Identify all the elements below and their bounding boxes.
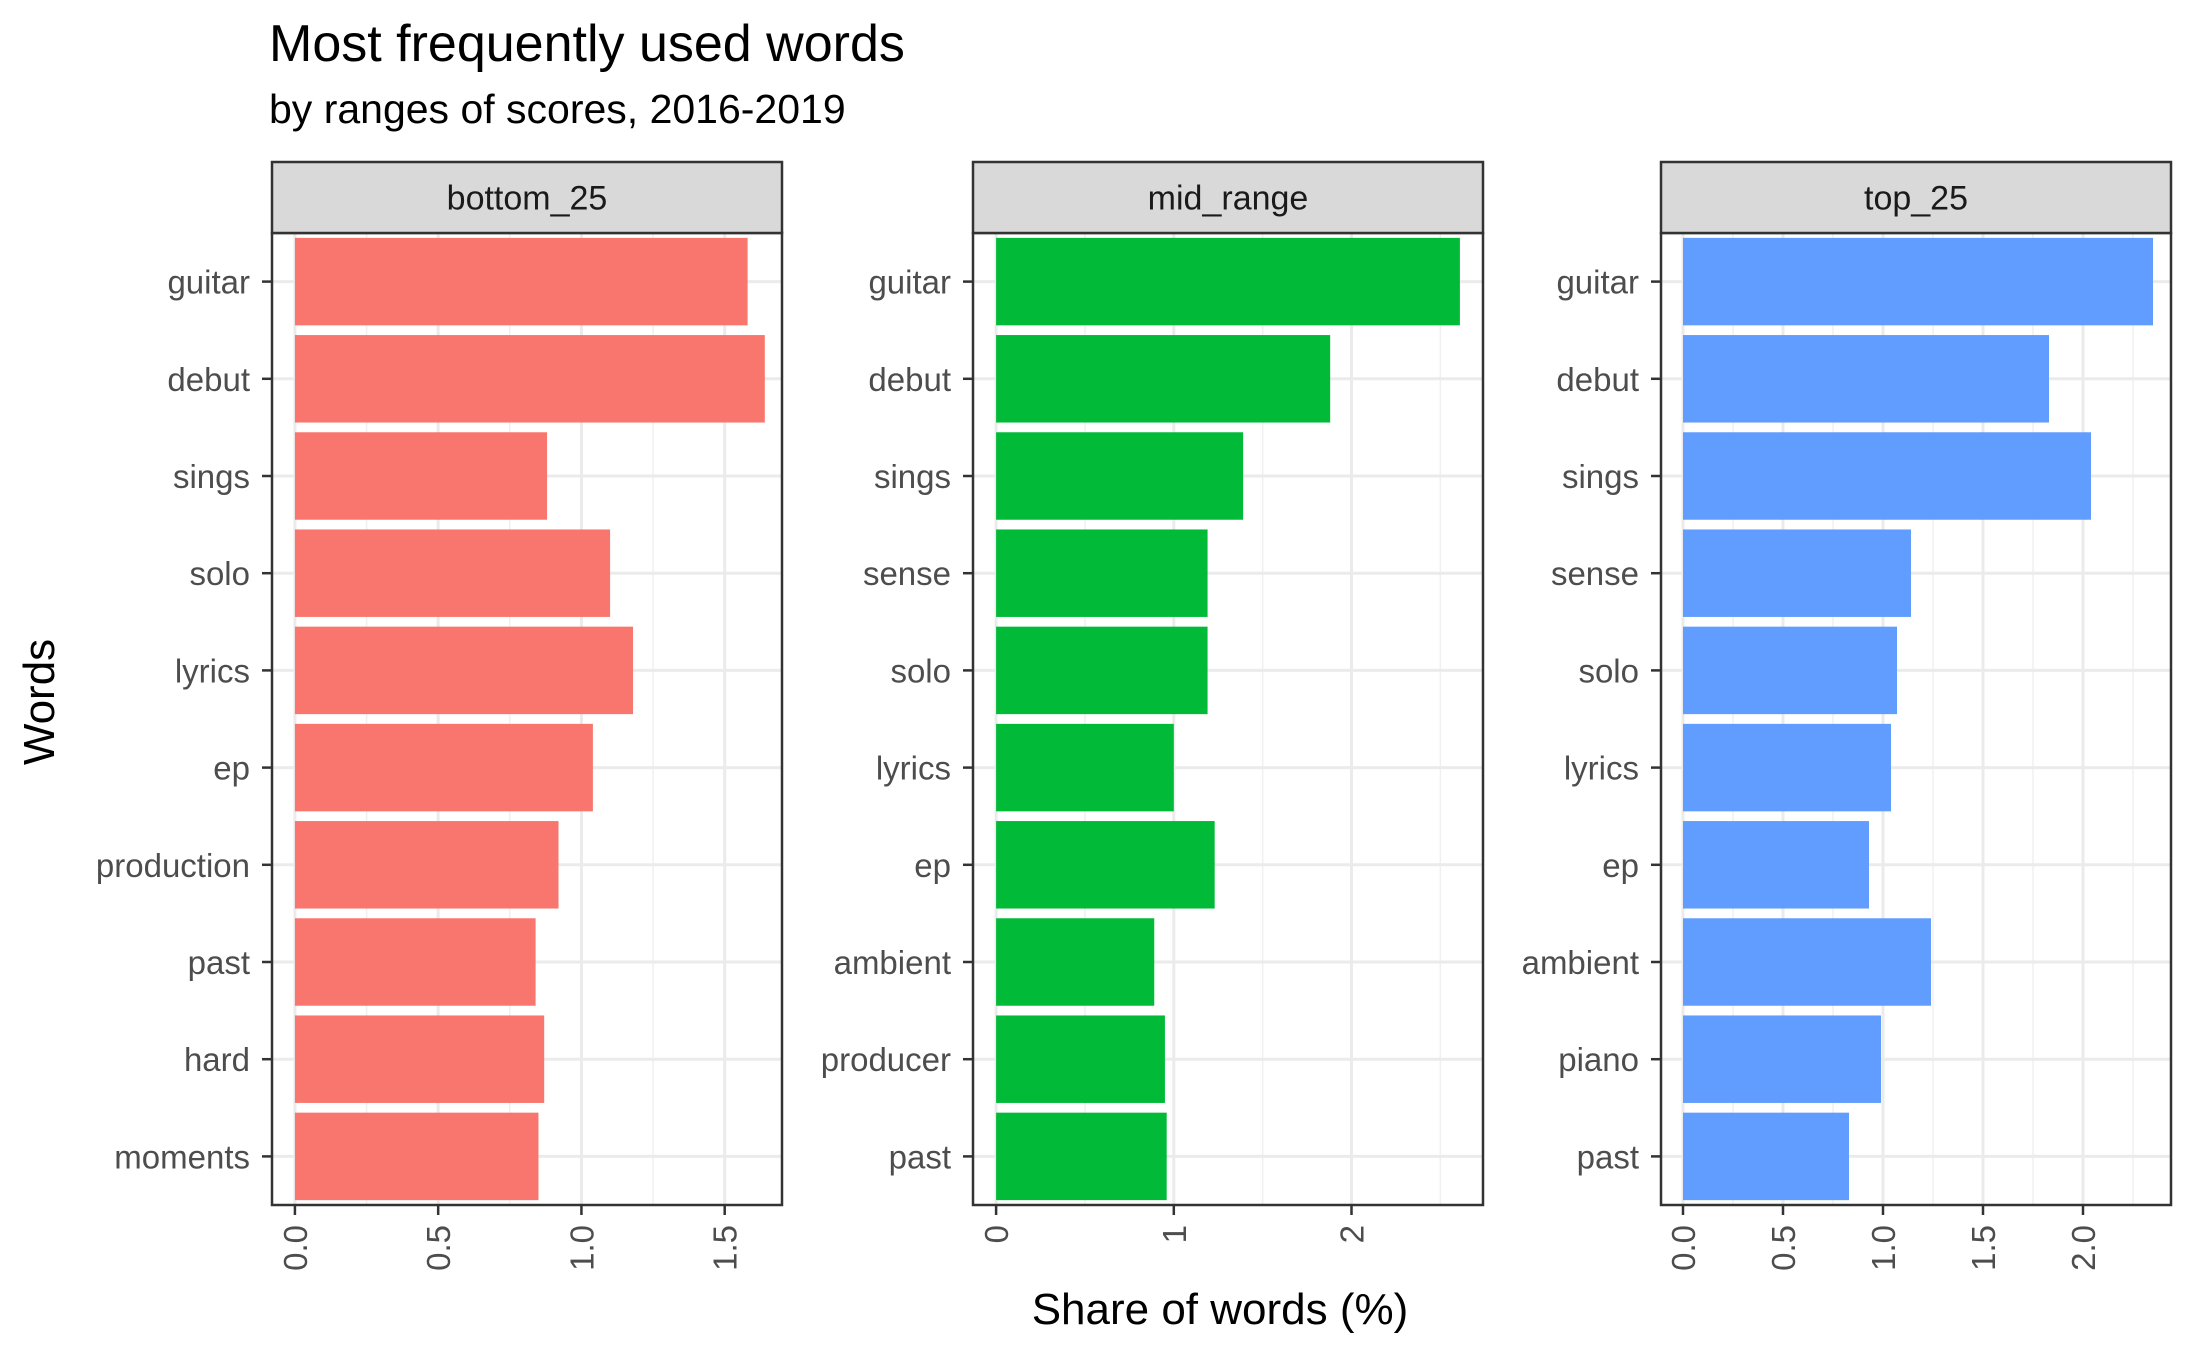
bar-top_25-debut [1683,335,2049,423]
category-label: ambient [1522,944,1639,981]
category-label: hard [184,1041,250,1078]
category-label: solo [189,555,250,592]
bar-top_25-sense [1683,529,1911,617]
facet-strip [270,160,784,235]
bar-mid_range-ambient [996,918,1155,1006]
bar-bottom_25-ep [294,723,593,812]
bar-top_25-solo [1683,626,1897,715]
category-label: sings [173,458,250,495]
bar-top_25-ep [1683,821,1869,909]
bar-top_25-guitar [1683,237,2153,326]
category-label: sense [863,555,951,592]
bar-bottom_25-guitar [294,237,748,326]
x-tick-label: 2.0 [2065,1225,2102,1271]
bar-mid_range-lyrics [996,723,1174,812]
bar-bottom_25-hard [294,1015,545,1103]
x-tick-label: 2 [1334,1225,1371,1243]
category-label: piano [1558,1041,1639,1078]
category-label: producer [821,1041,951,1078]
category-label: ep [213,750,250,787]
category-label: debut [167,361,250,398]
category-label: guitar [868,264,951,301]
category-label: sense [1551,555,1639,592]
bar-bottom_25-past [294,918,536,1006]
category-label: sings [874,458,951,495]
x-tick-label: 0.5 [420,1225,457,1271]
bar-mid_range-solo [996,626,1208,715]
category-label: past [889,1138,951,1175]
x-tick-label: 0.5 [1765,1225,1802,1271]
category-label: lyrics [876,750,951,787]
facet-strip-label: mid_range [1148,180,1309,218]
category-label: ep [1602,847,1639,884]
facet-strip-label: top_25 [1864,180,1968,218]
bar-mid_range-producer [996,1015,1165,1103]
category-label: solo [890,652,951,689]
bar-mid_range-guitar [996,237,1460,326]
facet-strip [971,160,1485,235]
category-label: production [96,847,250,884]
bar-top_25-lyrics [1683,723,1891,812]
x-tick-label: 1 [1156,1225,1193,1243]
chart-title: Most frequently used words [269,15,905,73]
bar-bottom_25-lyrics [294,626,634,715]
category-label: debut [868,361,951,398]
category-label: ep [914,847,951,884]
x-tick-label: 0.0 [1665,1225,1702,1271]
bar-mid_range-sense [996,529,1208,617]
bar-bottom_25-solo [294,529,611,617]
x-axis-title: Share of words (%) [1032,1285,1409,1334]
category-label: lyrics [175,652,250,689]
x-tick-label: 1.5 [707,1225,744,1271]
bar-top_25-ambient [1683,918,1931,1006]
category-label: lyrics [1564,750,1639,787]
x-tick-label: 1.0 [563,1225,600,1271]
category-label: ambient [834,944,951,981]
category-label: solo [1578,652,1639,689]
chart-subtitle: by ranges of scores, 2016-2019 [269,86,846,132]
bar-bottom_25-production [294,821,559,909]
bar-mid_range-past [996,1112,1167,1201]
bar-mid_range-ep [996,821,1215,909]
facet-strip-label: bottom_25 [447,180,608,218]
category-label: debut [1556,361,1639,398]
bar-mid_range-sings [996,432,1244,520]
category-label: past [188,944,250,981]
bar-top_25-sings [1683,432,2091,520]
category-label: past [1577,1138,1639,1175]
bar-top_25-past [1683,1112,1849,1201]
category-label: guitar [167,264,250,301]
x-tick-label: 0 [978,1225,1015,1243]
bar-top_25-piano [1683,1015,1881,1103]
x-tick-label: 1.5 [1965,1225,2002,1271]
x-tick-label: 0.0 [277,1225,314,1271]
bar-mid_range-debut [996,335,1331,423]
bar-bottom_25-sings [294,432,548,520]
category-label: guitar [1556,264,1639,301]
bar-bottom_25-debut [294,335,765,423]
bar-bottom_25-moments [294,1112,539,1201]
x-tick-label: 1.0 [1865,1225,1902,1271]
category-label: moments [114,1138,250,1175]
category-label: sings [1562,458,1639,495]
y-axis-title: Words [15,639,64,765]
facet-strip [1659,160,2173,235]
